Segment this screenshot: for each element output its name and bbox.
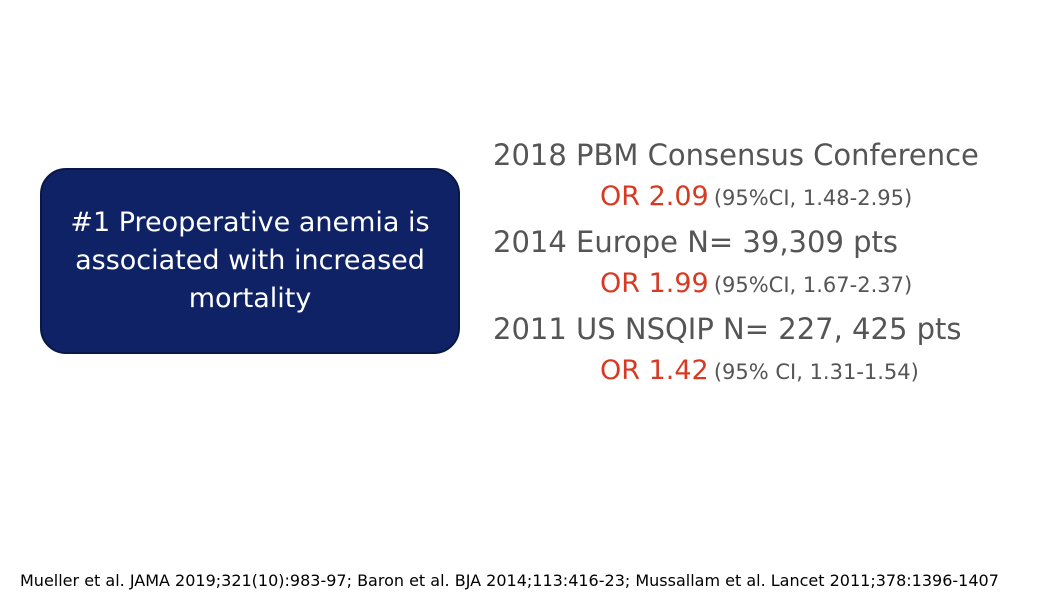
study-heading: 2011 US NSQIP N= 227, 425 pts bbox=[493, 312, 962, 346]
study-result: OR 2.09 (95%CI, 1.48-2.95) bbox=[493, 176, 979, 221]
callout-box: #1 Preoperative anemia is associated wit… bbox=[40, 168, 460, 354]
odds-ratio: OR 2.09 bbox=[600, 181, 709, 212]
confidence-interval: (95%CI, 1.48-2.95) bbox=[713, 186, 913, 210]
callout-text: #1 Preoperative anemia is associated wit… bbox=[70, 207, 430, 314]
study-result: OR 1.42 (95% CI, 1.31-1.54) bbox=[493, 350, 979, 395]
study-heading: 2018 PBM Consensus Conference bbox=[493, 138, 979, 172]
study-result: OR 1.99 (95%CI, 1.67-2.37) bbox=[493, 263, 979, 308]
study-heading: 2014 Europe N= 39,309 pts bbox=[493, 225, 899, 259]
confidence-interval: (95% CI, 1.31-1.54) bbox=[713, 360, 919, 384]
confidence-interval: (95%CI, 1.67-2.37) bbox=[713, 273, 913, 297]
odds-ratio: OR 1.99 bbox=[600, 268, 709, 299]
study-list: 2018 PBM Consensus Conference OR 2.09 (95… bbox=[493, 134, 979, 395]
references: Mueller et al. JAMA 2019;321(10):983-97;… bbox=[20, 571, 999, 590]
odds-ratio: OR 1.42 bbox=[600, 355, 709, 386]
